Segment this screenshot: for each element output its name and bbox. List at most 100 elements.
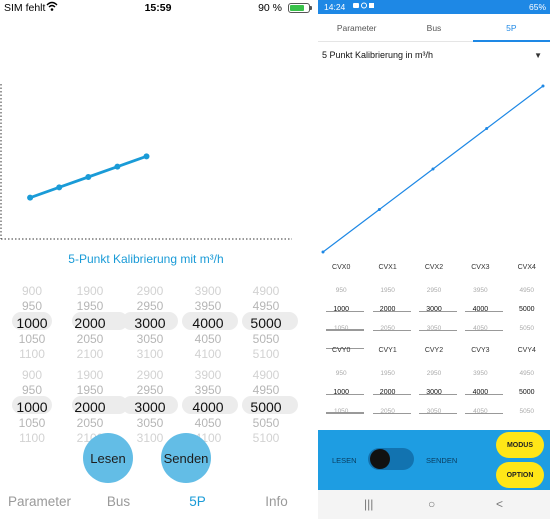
- cv-value[interactable]: 3000: [426, 306, 442, 313]
- cv-value[interactable]: 5000: [518, 389, 535, 396]
- ios-data-point: [143, 153, 150, 160]
- picker-value: 1100: [19, 347, 45, 361]
- picker-column[interactable]: 900 950 1000 1050 1100: [2, 284, 62, 362]
- tab-parameter[interactable]: Parameter: [7, 494, 72, 509]
- cv-value[interactable]: 3000: [426, 389, 442, 396]
- senden-button[interactable]: Senden: [161, 433, 211, 483]
- tab-5p[interactable]: 5P: [472, 14, 550, 42]
- picker-selected-value: 1000: [16, 399, 48, 415]
- cv-value[interactable]: 2000: [379, 306, 396, 313]
- wifi-icon: [46, 1, 58, 15]
- picker-selection-highlight: [72, 312, 128, 330]
- tab-bus[interactable]: Bus: [106, 494, 131, 509]
- picker-column[interactable]: 4900 4950 5000 5050 5100: [236, 368, 296, 446]
- picker-value: 2950: [136, 299, 164, 313]
- picker-selected-value: 4000: [192, 399, 224, 415]
- picker-value: 3100: [136, 431, 164, 445]
- ios-data-point: [114, 163, 121, 170]
- picker-column[interactable]: 4900 4950 5000 5050 5100: [236, 284, 296, 362]
- cv-value-below: 3050: [426, 325, 442, 332]
- picker-column[interactable]: 2900 2950 3000 3050 3100: [120, 368, 180, 446]
- lesen-button[interactable]: Lesen: [83, 433, 133, 483]
- picker-selected-value: 4000: [192, 315, 224, 331]
- picker-value: 3050: [136, 416, 164, 430]
- cv-value-below: 2050: [380, 408, 395, 415]
- picker-value: 5100: [252, 347, 280, 361]
- picker-value: 4900: [252, 284, 280, 298]
- cv-value-below: 1050: [318, 325, 364, 332]
- cv-value-below: 4050: [473, 408, 488, 415]
- calibration-mode-dropdown[interactable]: 5 Punkt Kalibrierung in m³/h ▼: [322, 50, 542, 66]
- picker-value: 4050: [194, 332, 222, 346]
- recents-icon[interactable]: |||: [364, 497, 374, 511]
- picker-value: 2100: [76, 347, 104, 361]
- android-data-point: [485, 127, 489, 131]
- android-data-point: [321, 250, 325, 254]
- ios-calibration-chart: [0, 84, 292, 240]
- tab-bus[interactable]: Bus: [426, 23, 442, 33]
- picker-column[interactable]: 3900 3950 4000 4050 4100: [178, 284, 238, 362]
- calibration-picker-x[interactable]: 900 950 1000 1050 1100 1900 1950 2000 2050 2100 29…: [0, 284, 300, 362]
- cv-value[interactable]: 1000: [333, 306, 349, 313]
- picker-value: 950: [21, 299, 43, 313]
- ios-data-point: [56, 184, 63, 191]
- cv-value-below: 5050: [519, 325, 534, 332]
- tab-parameter[interactable]: Parameter: [336, 23, 377, 33]
- cv-header: CVX1: [378, 264, 397, 271]
- picker-column[interactable]: 1900 1950 2000 2050 2100: [60, 368, 120, 446]
- picker-value: 3900: [194, 368, 222, 382]
- picker-selection-highlight: [182, 396, 238, 414]
- cv-divider: [322, 299, 546, 330]
- cv-value[interactable]: 1000: [333, 389, 349, 396]
- picker-value: 2050: [76, 332, 104, 346]
- tab-info[interactable]: Info: [265, 494, 288, 509]
- picker-value: 2900: [136, 284, 164, 298]
- picker-selected-value: 3000: [134, 399, 166, 415]
- picker-value: 1100: [19, 431, 45, 445]
- tab-5p[interactable]: 5P: [189, 494, 206, 509]
- cv-value[interactable]: 4000: [472, 306, 489, 313]
- lesen-senden-toggle[interactable]: [368, 448, 414, 470]
- picker-value: 3900: [194, 284, 222, 298]
- picker-selected-value: 2000: [74, 399, 106, 415]
- picker-column[interactable]: 3900 3950 4000 4050 4100: [178, 368, 238, 446]
- cv-value[interactable]: 5000: [518, 306, 535, 313]
- picker-value: 1900: [76, 368, 104, 382]
- cv-header: CVY1: [378, 347, 397, 354]
- picker-value: 5100: [252, 431, 280, 445]
- cv-header: CVY0: [332, 347, 351, 354]
- picker-selected-value: 3000: [134, 315, 166, 331]
- picker-value: 2050: [76, 416, 104, 430]
- picker-column[interactable]: 900 950 1000 1050 1100: [2, 368, 62, 446]
- picker-selection-highlight: [182, 312, 238, 330]
- picker-value: 900: [21, 368, 43, 382]
- cv-value-above: 1950: [380, 287, 395, 294]
- home-icon[interactable]: ○: [428, 497, 436, 511]
- picker-selection-highlight: [122, 312, 178, 330]
- picker-selection-highlight: [242, 396, 298, 414]
- android-data-point: [377, 207, 381, 211]
- cv-value[interactable]: 4000: [472, 389, 489, 396]
- picker-value: 2900: [136, 368, 164, 382]
- cv-value-above: 4950: [519, 370, 534, 377]
- modus-button[interactable]: MODUS: [496, 432, 544, 458]
- back-icon[interactable]: <: [496, 497, 504, 511]
- cv-value[interactable]: 2000: [379, 389, 396, 396]
- picker-column[interactable]: 1900 1950 2000 2050 2100: [60, 284, 120, 362]
- picker-column[interactable]: 2900 2950 3000 3050 3100: [120, 284, 180, 362]
- picker-value: 1050: [18, 332, 46, 346]
- ios-data-point: [27, 194, 34, 201]
- calibration-picker-y[interactable]: 900 950 1000 1050 1100 1900 1950 2000 2050 2100 29…: [0, 368, 300, 446]
- dropdown-value: 5 Punkt Kalibrierung in m³/h: [322, 50, 434, 60]
- picker-value: 5050: [252, 332, 280, 346]
- cv-value-above: 1950: [380, 370, 395, 377]
- picker-value: 1050: [18, 416, 46, 430]
- battery-percent: 90 %: [258, 2, 282, 14]
- picker-selection-highlight: [72, 396, 128, 414]
- option-button[interactable]: OPTION: [496, 462, 544, 488]
- picker-value: 3950: [194, 299, 222, 313]
- toggle-knob: [370, 449, 390, 469]
- android-nav-bar: ||| ○ <: [318, 490, 550, 519]
- picker-value: 4900: [252, 368, 280, 382]
- ios-status-bar: SIM fehlt 15:59 90 %: [0, 0, 316, 16]
